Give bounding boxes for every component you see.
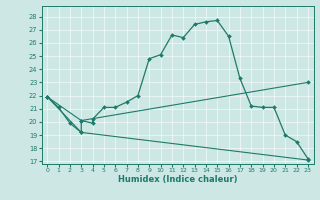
X-axis label: Humidex (Indice chaleur): Humidex (Indice chaleur) [118,175,237,184]
